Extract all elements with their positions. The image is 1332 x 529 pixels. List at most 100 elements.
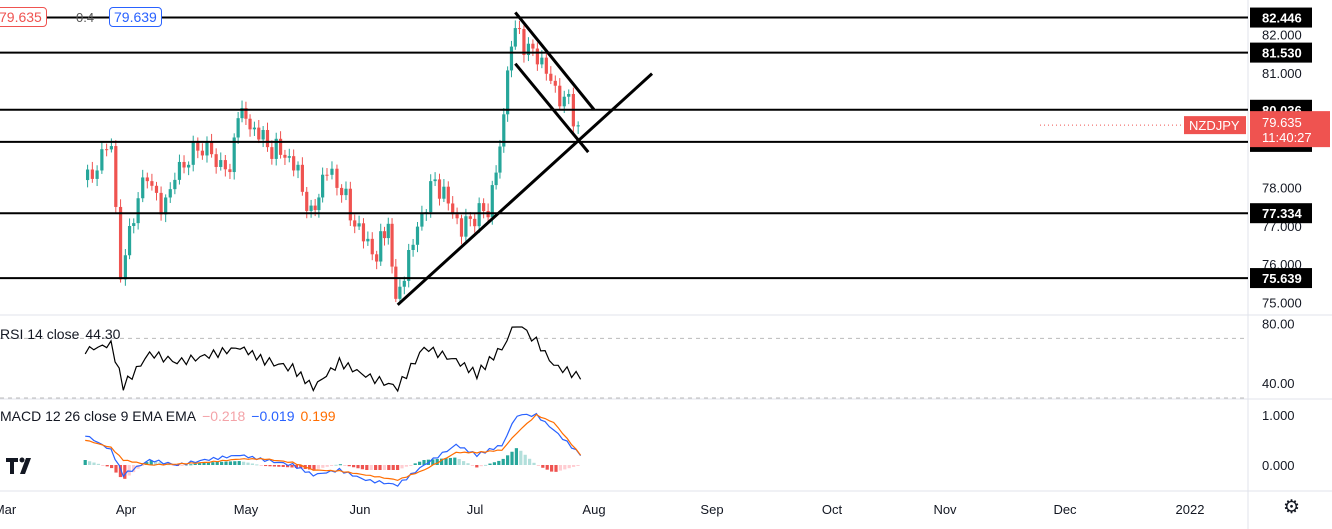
candle-body	[437, 179, 442, 199]
macd-hist-bar	[290, 465, 294, 468]
candle-body	[544, 57, 548, 74]
macd-hist-bar	[440, 458, 444, 465]
price-tick-label: 78.000	[1262, 181, 1302, 196]
macd-hist-value: −0.218	[202, 408, 246, 424]
candle-body	[357, 223, 361, 227]
macd-hist-bar	[501, 458, 505, 465]
macd-hist-bar	[466, 463, 470, 465]
candle-body	[411, 244, 415, 251]
candle-body	[127, 226, 132, 256]
candle-body	[248, 118, 252, 130]
candle-body	[292, 156, 296, 171]
candle-body	[219, 160, 223, 167]
macd-hist-bar	[334, 464, 338, 466]
macd-legend[interactable]: MACD 12 26 close 9 EMA EMA −0.218 −0.019 0.…	[0, 408, 336, 424]
macd-hist-bar	[492, 462, 497, 465]
macd-hist-bar	[149, 460, 153, 465]
macd-hist-bar	[550, 465, 554, 472]
macd-hist-bar	[378, 465, 382, 470]
macd-hist-bar	[387, 465, 391, 470]
macd-hist-bar	[435, 458, 439, 465]
candle-body	[90, 169, 94, 179]
candle-body	[394, 266, 398, 299]
macd-hist-bar	[259, 465, 263, 466]
rsi-legend[interactable]: RSI 14 close 44.30	[0, 326, 120, 342]
symbol-tag-text: NZDJPY	[1189, 118, 1240, 133]
macd-hist-bar	[105, 465, 109, 467]
candle-body	[123, 255, 127, 280]
candle-body	[309, 205, 313, 211]
candle-body	[567, 93, 571, 97]
candle-body	[442, 186, 446, 199]
macd-hist-bar	[431, 459, 435, 465]
candle-body	[366, 238, 370, 242]
macd-hist-bar	[554, 465, 558, 472]
macd-tick-label: 0.000	[1262, 458, 1295, 473]
candle-body	[407, 250, 411, 281]
macd-hist-bar	[88, 461, 92, 465]
macd-hist-bar	[92, 462, 96, 465]
candle-body	[100, 149, 104, 171]
macd-hist-bar	[365, 465, 369, 470]
candle-body	[296, 164, 300, 171]
macd-hist-bar	[506, 455, 510, 465]
macd-hist-bar	[206, 462, 211, 465]
candle-body	[402, 280, 406, 287]
countdown-text: 11:40:27	[1262, 130, 1312, 145]
macd-hist-bar	[396, 465, 400, 470]
candle-body	[340, 187, 344, 196]
candle-body	[502, 114, 506, 147]
candle-body	[535, 48, 539, 65]
candle-body	[482, 203, 486, 212]
candle-body	[236, 118, 240, 138]
candle-body	[109, 146, 113, 150]
macd-tick-label: 1.000	[1262, 408, 1295, 423]
tradingview-logo-icon[interactable]	[4, 452, 38, 478]
candle-body	[361, 223, 366, 242]
candle-body	[420, 213, 424, 227]
candle-body	[540, 57, 544, 65]
macd-hist-bar	[558, 465, 563, 471]
candle-body	[335, 168, 339, 188]
price-tick-label: 75.000	[1262, 296, 1302, 311]
trendline-channel-bottom	[514, 62, 590, 154]
spread-value: 0.4	[76, 10, 95, 25]
rsi-value: 44.30	[85, 326, 121, 342]
macd-hist-bar	[523, 454, 527, 465]
candle-body	[209, 141, 214, 155]
macd-hist-bar	[418, 461, 422, 465]
candle-body	[95, 170, 99, 179]
time-tick-label: Sep	[700, 502, 723, 517]
macd-hist-bar	[180, 465, 184, 466]
settings-gear-icon[interactable]: ⚙	[1283, 497, 1301, 518]
macd-line	[85, 412, 582, 487]
time-tick-label: Dec	[1053, 502, 1077, 517]
symbol-tag	[1184, 116, 1246, 135]
candle-body	[182, 161, 186, 168]
macd-hist-bar	[369, 465, 373, 470]
macd-hist-bar	[457, 458, 461, 465]
candle-body	[451, 203, 455, 215]
macd-hist-bar	[264, 465, 268, 467]
candle-body	[429, 181, 433, 213]
last-price-text: 79.635	[1262, 115, 1302, 130]
price-tick-label: 81.000	[1262, 66, 1302, 81]
candle-body	[317, 197, 321, 211]
macd-hist-bar	[444, 458, 448, 465]
candle-body	[348, 188, 352, 221]
macd-hist-bar	[158, 462, 162, 465]
candle-body	[118, 206, 123, 280]
candle-body	[526, 43, 531, 56]
macd-hist-bar	[255, 464, 259, 466]
macd-hist-bar	[189, 464, 193, 466]
candle-body	[531, 43, 535, 49]
macd-hist-bar	[228, 461, 233, 465]
macd-hist-bar	[224, 461, 228, 465]
candle-body	[159, 192, 163, 215]
candle-body	[196, 141, 200, 151]
macd-hist-bar	[347, 465, 351, 467]
candle-body	[141, 177, 145, 199]
candle-body	[517, 28, 522, 30]
macd-hist-bar	[453, 457, 457, 465]
